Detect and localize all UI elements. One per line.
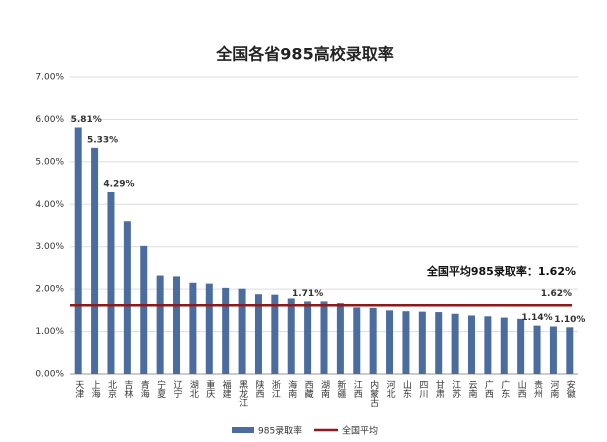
bar [156, 275, 164, 374]
x-tick-label: 河北 [385, 379, 396, 399]
bar [517, 318, 525, 374]
bar [533, 325, 541, 374]
x-tick-label: 河南 [548, 379, 559, 398]
y-tick-label: 4.00% [35, 200, 64, 210]
bar [222, 287, 230, 374]
legend-label: 全国平均 [342, 425, 378, 437]
bar [549, 326, 557, 374]
x-tick-label: 浙江 [270, 379, 281, 399]
bar [353, 307, 361, 374]
x-tick-label: 辽宁 [172, 380, 183, 398]
bar [304, 301, 312, 374]
x-tick-label: 湖北 [188, 380, 199, 399]
bar [402, 311, 410, 374]
bar [386, 310, 394, 374]
data-label: 1.71% [292, 289, 323, 299]
x-tick-label: 北京 [106, 380, 117, 399]
bar [254, 294, 262, 374]
data-label: 1.14% [521, 313, 552, 323]
bar [91, 147, 99, 374]
x-tick-label: 福建 [221, 379, 232, 399]
x-tick-label: 云南 [466, 380, 477, 398]
bar [271, 294, 279, 374]
bar [140, 245, 148, 374]
bar [484, 316, 492, 374]
x-tick-label: 重庆 [204, 379, 215, 399]
y-tick-label: 1.00% [35, 327, 64, 337]
data-label: 5.33% [87, 135, 118, 145]
x-tick-label: 上海 [90, 380, 101, 399]
data-label: 1.10% [554, 315, 585, 325]
bar [238, 288, 246, 374]
y-tick-label: 6.00% [35, 115, 64, 125]
bar [435, 312, 443, 374]
x-tick-label: 天津 [73, 380, 84, 399]
x-tick-label: 江西 [352, 380, 363, 399]
x-tick-label: 广东 [499, 379, 510, 398]
x-tick-label: 陕西 [253, 379, 264, 399]
bar [418, 311, 426, 374]
legend-swatch [232, 427, 254, 433]
y-tick-label: 2.00% [35, 285, 64, 295]
legend-label: 985录取率 [258, 425, 302, 437]
x-tick-label: 新疆 [335, 379, 346, 399]
x-tick-label: 四川 [417, 380, 428, 398]
bar [189, 282, 197, 374]
x-tick-label: 贵州 [532, 379, 543, 398]
x-tick-label: 内蒙古 [368, 379, 379, 408]
reference-label: 1.62% [541, 289, 572, 299]
reference-annotation: 全国平均985录取率：1.62% [426, 264, 576, 278]
x-tick-label: 山东 [401, 380, 412, 398]
bar [74, 127, 82, 375]
x-tick-label: 黑龙江 [237, 380, 248, 408]
bar [467, 315, 475, 374]
bar [566, 327, 574, 374]
bar [173, 276, 181, 374]
x-tick-label: 江苏 [450, 380, 461, 399]
data-label: 5.81% [71, 115, 102, 125]
x-tick-label: 湖南 [319, 380, 330, 398]
bar [107, 191, 115, 374]
data-label: 4.29% [103, 179, 134, 189]
bar [205, 283, 213, 374]
y-tick-label: 7.00% [35, 73, 64, 83]
x-tick-label: 宁夏 [155, 379, 166, 398]
chart-title: 全国各省985高校录取率 [215, 45, 393, 64]
y-tick-label: 3.00% [35, 242, 64, 252]
x-tick-label: 海南 [286, 379, 297, 398]
x-tick-label: 安徽 [565, 379, 576, 399]
bar [123, 221, 131, 374]
bar [500, 317, 508, 374]
y-tick-label: 5.00% [35, 157, 64, 167]
x-tick-label: 广西 [483, 379, 494, 399]
bar [369, 307, 377, 374]
x-tick-label: 山西 [516, 380, 527, 399]
bar [320, 301, 328, 374]
x-tick-label: 青海 [139, 379, 150, 399]
x-tick-label: 甘肃 [434, 379, 445, 399]
y-tick-label: 0.00% [35, 370, 64, 380]
bar [451, 313, 459, 374]
x-tick-label: 西藏 [303, 380, 314, 399]
bar [287, 298, 295, 374]
bar [336, 303, 344, 374]
x-tick-label: 吉林 [122, 380, 132, 399]
